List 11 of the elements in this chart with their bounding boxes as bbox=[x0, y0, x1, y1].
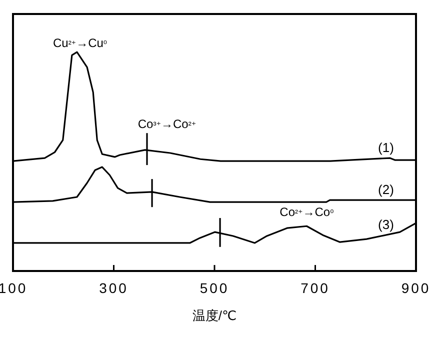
annotation: Cu²⁺→Cu⁰ bbox=[52, 36, 108, 50]
series-label: (2) bbox=[378, 182, 394, 198]
x-tick-label: 300 bbox=[99, 280, 128, 296]
x-axis-title: 温度/℃ bbox=[192, 308, 237, 323]
x-tick-label: 500 bbox=[200, 280, 230, 296]
x-tick-label: 900 bbox=[401, 280, 431, 296]
series-label: (1) bbox=[378, 140, 394, 156]
annotation: Co³⁺→Co²⁺ bbox=[138, 117, 196, 132]
annotation: Co²⁺→Co⁰ bbox=[280, 205, 334, 220]
x-tick-label: 700 bbox=[300, 280, 330, 296]
series-label: (3) bbox=[378, 216, 394, 232]
